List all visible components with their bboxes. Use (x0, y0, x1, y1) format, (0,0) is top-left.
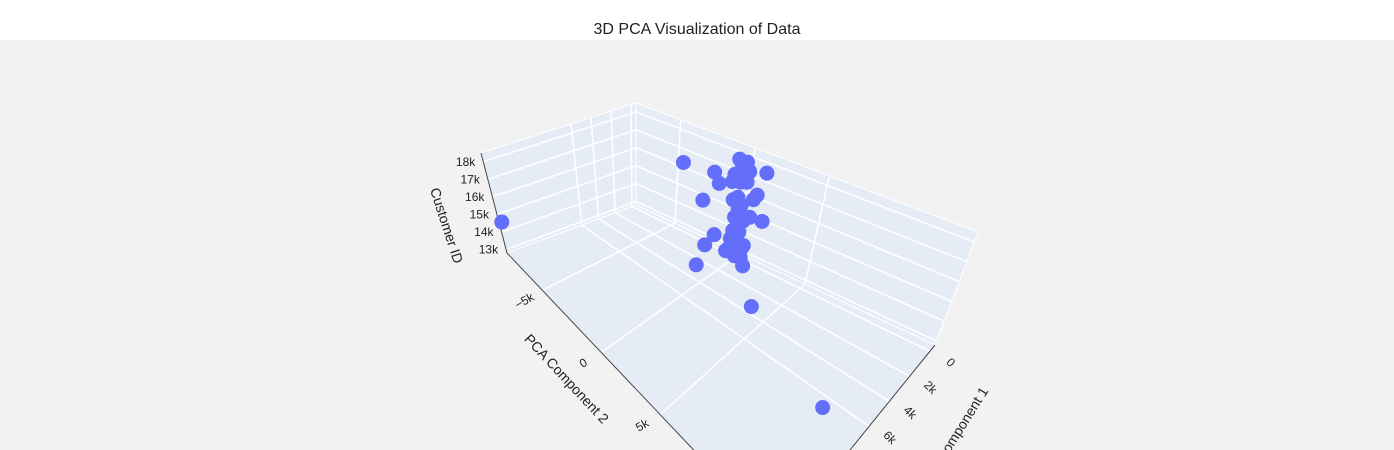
floor (506, 204, 936, 450)
data-point (749, 187, 765, 203)
z-tick-label: 17k (460, 172, 480, 186)
grid-line (635, 164, 952, 303)
z-axis-line (480, 152, 508, 254)
data-point (732, 151, 748, 167)
data-point (815, 400, 831, 416)
y-axis-line (506, 252, 695, 450)
grid-line (487, 129, 637, 181)
z-tick-label: 14k (474, 225, 494, 239)
grid-line (598, 218, 890, 402)
chart-title: 3D PCA Visualization of Data (594, 21, 801, 38)
grid-line (600, 253, 741, 354)
data-point (675, 154, 691, 170)
grid-line (496, 164, 637, 216)
grid-line (635, 129, 967, 263)
data-point (759, 165, 775, 181)
data-point (743, 299, 759, 315)
data-point (688, 257, 704, 273)
data-point (697, 237, 713, 253)
grid-line (505, 200, 637, 251)
grid-line (804, 175, 831, 285)
grid-line (674, 119, 682, 224)
data-point (727, 166, 743, 182)
grid-line (614, 212, 911, 377)
grid-line (570, 123, 583, 226)
data-point (728, 245, 744, 261)
z-tick-label: 13k (479, 242, 499, 256)
grid-line (635, 147, 960, 283)
grid-line (659, 283, 806, 416)
data-point (742, 209, 758, 225)
grid-line (630, 104, 633, 207)
grid-line (542, 222, 676, 291)
grid-line (635, 182, 945, 322)
grid-line (631, 205, 931, 352)
grid-line (501, 182, 637, 233)
grid-line (590, 117, 600, 219)
grid-line (492, 147, 637, 198)
grid-line (581, 224, 870, 427)
grid-line (635, 200, 937, 342)
z-tick-label: 16k (465, 190, 485, 204)
z-tick-label: 18k (456, 155, 476, 169)
data-point (711, 175, 727, 191)
grid-line (635, 111, 975, 243)
data-point (754, 213, 770, 229)
grid-line (483, 111, 637, 163)
z-tick-label: 15k (470, 207, 490, 221)
x-axis-line (849, 344, 936, 450)
data-point (730, 189, 746, 205)
data-point (695, 192, 711, 208)
grid-line (610, 111, 616, 213)
data-point (706, 227, 722, 243)
data-point (494, 214, 510, 230)
